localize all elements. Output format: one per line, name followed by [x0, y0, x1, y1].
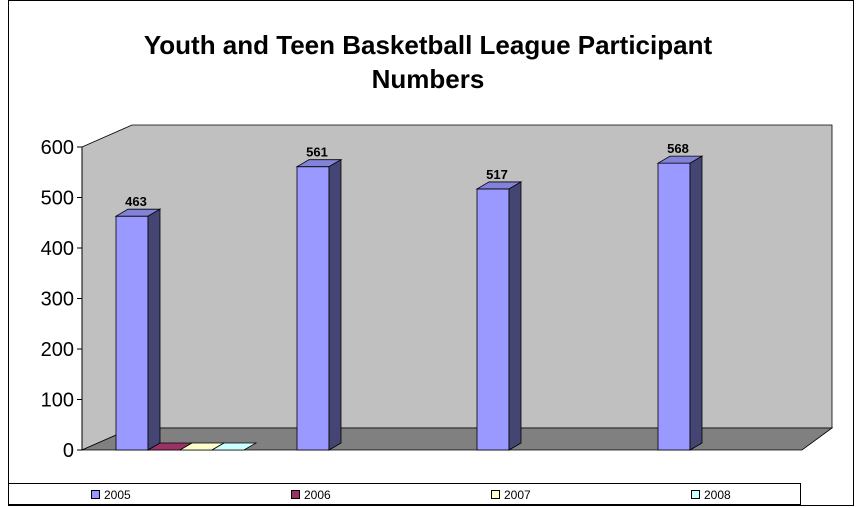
legend-label: 2008	[704, 487, 731, 502]
bar-2005-2-side	[508, 181, 522, 451]
legend-swatch	[291, 490, 300, 499]
y-tick-label: 300	[41, 289, 74, 311]
bar-2005-0	[115, 215, 149, 451]
chart-title-line-1: Youth and Teen Basketball League Partici…	[143, 30, 713, 60]
bar-2008-0	[210, 442, 258, 451]
y-tick-label: 200	[41, 339, 74, 361]
chart-title-line-2: Numbers	[371, 64, 485, 94]
legend-item: 2005	[91, 487, 131, 502]
y-tick-label: 0	[63, 440, 74, 462]
data-label: 568	[667, 141, 689, 156]
bar-2005-0-side	[147, 208, 161, 451]
legend-item: 2008	[691, 487, 731, 502]
legend-item: 2006	[291, 487, 331, 502]
y-tick-label: 600	[41, 137, 74, 159]
legend-item: 2007	[491, 487, 531, 502]
bar-2005-3	[657, 162, 691, 451]
legend-label: 2007	[504, 487, 531, 502]
legend-swatch	[691, 490, 700, 499]
bar-2005-1	[296, 166, 330, 451]
data-label: 463	[125, 194, 147, 209]
chart-legend: 2005 2006 2007 2008	[8, 483, 801, 505]
data-label: 561	[306, 145, 328, 160]
y-tick-label: 100	[41, 390, 74, 412]
legend-swatch	[91, 490, 100, 499]
legend-swatch	[491, 490, 500, 499]
y-tick-label: 400	[41, 238, 74, 260]
bar-2005-2	[476, 188, 510, 451]
chart-floor	[81, 427, 834, 451]
chart-title: Youth and Teen Basketball League Partici…	[0, 28, 856, 96]
bar-2005-3-side	[689, 155, 703, 451]
legend-label: 2005	[104, 487, 131, 502]
legend-label: 2006	[304, 487, 331, 502]
y-tick-label: 500	[41, 188, 74, 210]
chart-back-wall	[81, 124, 833, 451]
data-label: 517	[486, 167, 508, 182]
bar-2005-1-side	[328, 158, 342, 451]
